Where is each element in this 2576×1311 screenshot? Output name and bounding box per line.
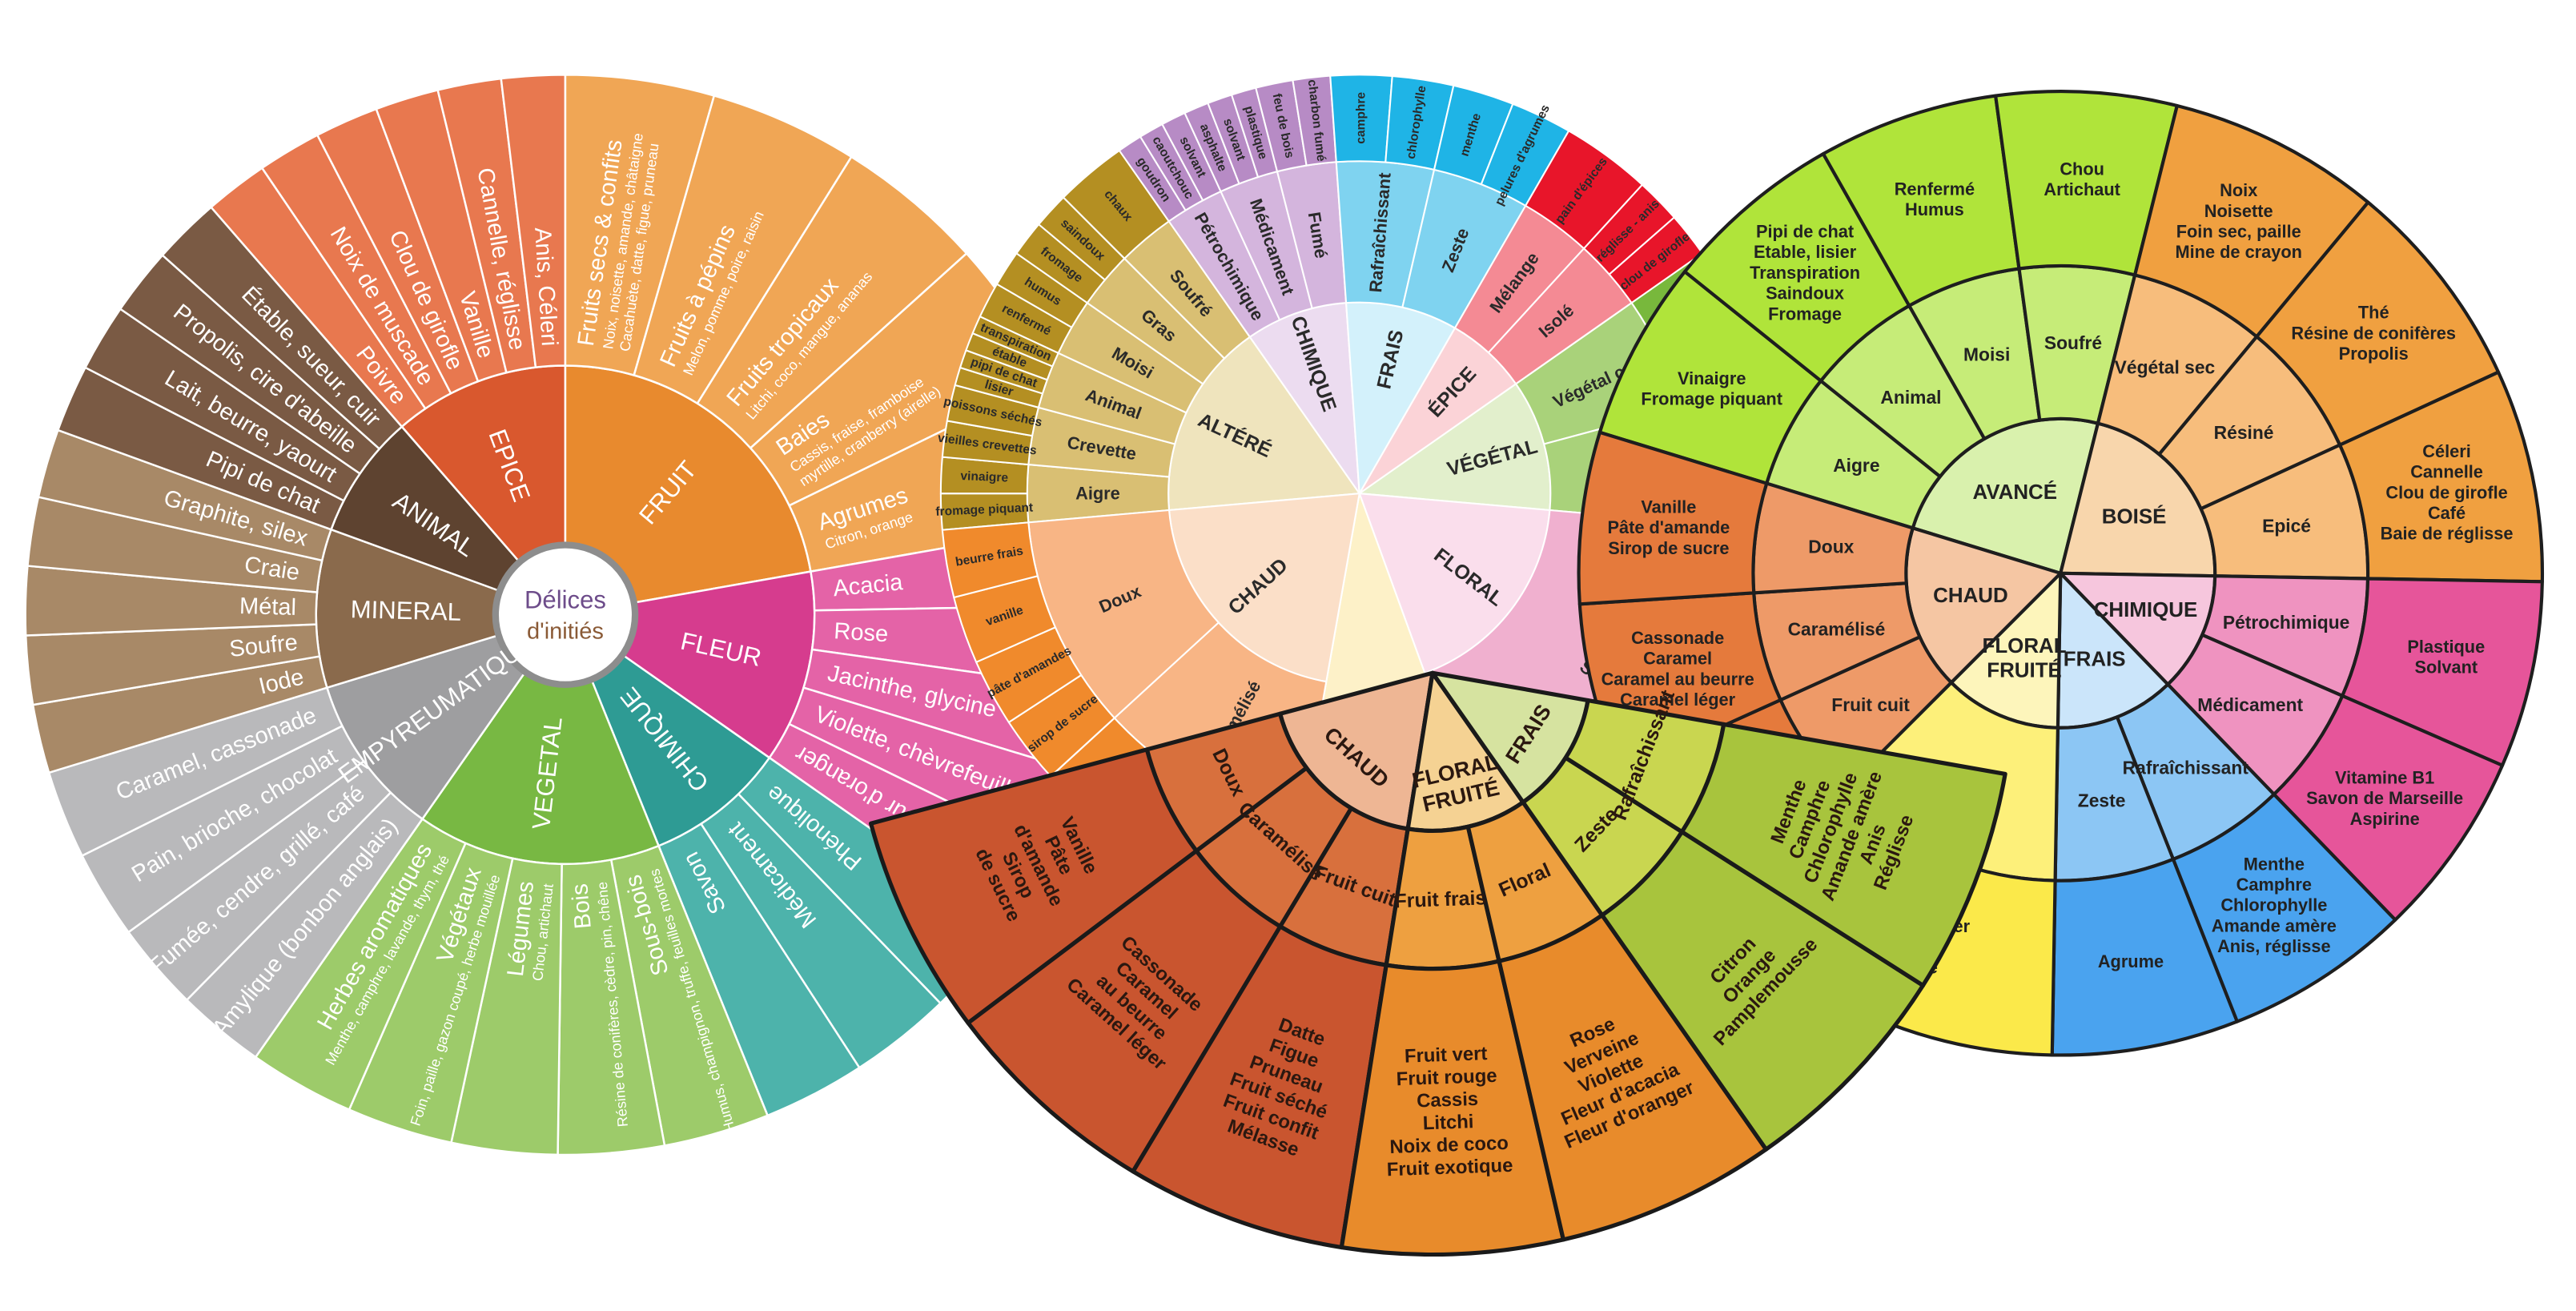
flavor-label: Chlorophylle bbox=[2220, 895, 2327, 915]
flavor-label: Doux bbox=[1808, 536, 1854, 557]
flavor-label: Fromage piquant bbox=[1641, 389, 1782, 409]
flavor-label: Plastique bbox=[2407, 637, 2485, 657]
flavor-label: Agrume bbox=[2098, 951, 2164, 971]
flavor-sector bbox=[941, 521, 1039, 599]
flavor-label: Aigre bbox=[1075, 484, 1120, 504]
flavor-label: Amande amère bbox=[2212, 915, 2337, 935]
flavor-label: Aspirine bbox=[2350, 809, 2420, 829]
flavor-sector bbox=[1497, 913, 1769, 1242]
flavor-label: Pâte d'amande bbox=[1607, 517, 1730, 537]
flavor-label: Mine de crayon bbox=[2175, 242, 2301, 262]
flavor-label: Thé bbox=[2358, 303, 2389, 323]
flavor-sector bbox=[1339, 959, 1565, 1257]
center-title: Délices bbox=[524, 585, 606, 613]
flavor-label: Noisette bbox=[2204, 201, 2273, 221]
flavor-label: Renfermé bbox=[1895, 179, 1975, 199]
flavor-label: Propolis bbox=[2339, 344, 2409, 364]
category-label: FLORAL bbox=[1982, 635, 2066, 658]
flavor-label: Fruit vert bbox=[1405, 1043, 1488, 1068]
flavor-label: Savon de Marseille bbox=[2306, 788, 2463, 808]
flavor-label: Médicament bbox=[2197, 694, 2303, 715]
flavor-label: Fruit cuit bbox=[1831, 694, 1910, 715]
flavor-label: Caramel léger bbox=[1620, 690, 1736, 710]
flavor-label: Rose bbox=[833, 618, 889, 647]
flavor-label: Caramel bbox=[1643, 649, 1712, 669]
flavor-label: Litchi bbox=[1422, 1111, 1473, 1134]
flavor-label: vinaigre bbox=[960, 469, 1009, 485]
flavor-label: Vitamine B1 bbox=[2335, 767, 2434, 787]
flavor-label: Saindoux bbox=[1766, 284, 1844, 304]
flavor-label: Céleri bbox=[2422, 441, 2471, 461]
flavor-label: Café bbox=[2428, 503, 2465, 523]
flavor-label: Baie de réglisse bbox=[2381, 524, 2514, 544]
flavor-label: Chou bbox=[2060, 159, 2104, 179]
flavor-label: Clou de girofle bbox=[2385, 482, 2507, 502]
wheel-sectors bbox=[24, 74, 1107, 1156]
flavor-label: Caramel au beurre bbox=[1601, 669, 1754, 689]
flavor-label: Soufré bbox=[2044, 332, 2102, 353]
flavor-label: Moisi bbox=[1963, 344, 2010, 365]
category-label: CHIMIQUE bbox=[2094, 599, 2198, 621]
flavor-label: camphre bbox=[1354, 92, 1368, 144]
flavor-label: Zeste bbox=[2078, 790, 2126, 811]
flavor-label: Fruit frais bbox=[1394, 887, 1487, 912]
category-label: MINERAL bbox=[350, 595, 461, 626]
flavor-sector bbox=[966, 848, 1283, 1174]
flavor-label: Foin sec, paille bbox=[2176, 221, 2301, 241]
flavor-sector bbox=[1600, 830, 1926, 1152]
flavor-sector bbox=[868, 747, 1199, 1025]
category-label: BOISÉ bbox=[2102, 505, 2167, 528]
flavor-sector bbox=[161, 206, 404, 450]
flavor-label: Vinaigre bbox=[1678, 368, 1746, 388]
flavor-label: Cassis bbox=[1417, 1088, 1479, 1112]
flavor-label: Cannelle bbox=[2410, 462, 2483, 482]
flavor-label: Fromage bbox=[1768, 304, 1842, 324]
flavor-label: Pétrochimique bbox=[2223, 612, 2349, 633]
flavor-label: Camphre bbox=[2236, 875, 2312, 895]
center-badge bbox=[492, 541, 639, 688]
flavor-label: Résine de conifères bbox=[2291, 323, 2456, 343]
flavor-label: Résiné bbox=[2214, 422, 2274, 443]
flavor-label: Etable, lisier bbox=[1754, 242, 1857, 262]
flavor-sector bbox=[1679, 722, 2007, 988]
flavor-label: Epicé bbox=[2262, 516, 2311, 537]
flavor-label: Vanille bbox=[1641, 497, 1696, 517]
flavor-label: Fruit rouge bbox=[1396, 1065, 1497, 1090]
flavor-label: Noix de coco bbox=[1389, 1132, 1509, 1158]
flavor-label: Sirop de sucre bbox=[1608, 538, 1729, 558]
flavor-label: Menthe bbox=[2244, 854, 2305, 874]
flavor-label: Solvant bbox=[2414, 658, 2478, 678]
flavor-label: Transpiration bbox=[1750, 263, 1860, 283]
flavor-label: Fruit exotique bbox=[1386, 1155, 1513, 1180]
flavor-label: Pipi de chat bbox=[1756, 221, 1854, 241]
flavor-label: Aigre bbox=[1833, 455, 1879, 476]
flavor-sector bbox=[1131, 924, 1388, 1250]
flavor-label: fromage piquant bbox=[935, 501, 1033, 519]
flavor-label: Bois bbox=[567, 883, 597, 930]
flavor-label: Noix bbox=[2220, 180, 2257, 200]
flavor-label: Métal bbox=[239, 593, 297, 621]
category-label: FRUITÉ bbox=[1987, 659, 2062, 682]
flavor-label: Anis, réglisse bbox=[2217, 936, 2331, 956]
flavor-label: Artichaut bbox=[2044, 179, 2120, 199]
flavor-label: Caramélisé bbox=[1788, 619, 1886, 640]
category-label: AVANCÉ bbox=[1972, 481, 2057, 504]
flavor-sector bbox=[1577, 430, 1769, 606]
flavor-label: Rafraîchissant bbox=[2123, 757, 2249, 778]
center-title: d'initiés bbox=[527, 618, 604, 644]
flavor-label: Humus bbox=[1905, 199, 1964, 219]
flavor-label: Cassonade bbox=[1631, 628, 1724, 648]
category-label: FRAIS bbox=[2064, 649, 2126, 671]
flavor-label: Végétal sec bbox=[2115, 356, 2216, 377]
category-label: CHAUD bbox=[1933, 585, 2008, 607]
flavor-label: Animal bbox=[1880, 387, 1941, 408]
wheel-sectors bbox=[868, 670, 2007, 1257]
